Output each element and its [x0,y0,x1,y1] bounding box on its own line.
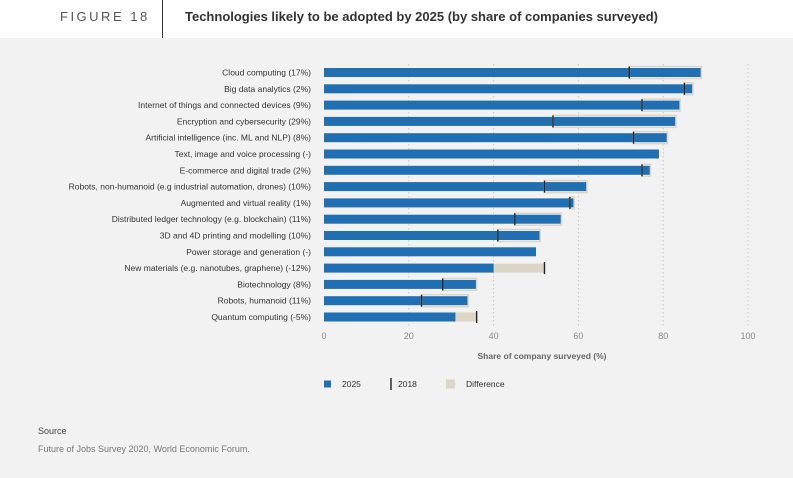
bar-chart: 0 20 40 60 80 100 Share of company surveyed (%… [69,64,756,390]
figure-number: FIGURE 18 [60,9,150,24]
category-label: Cloud computing (17%) [222,68,311,78]
bar-2025 [324,279,477,289]
x-tick-label: 40 [489,331,499,341]
category-label: Quantum computing (-5%) [211,312,311,322]
bar-2025 [324,214,562,224]
bar-2025 [324,263,494,273]
legend-label-difference: Difference [466,379,505,389]
source-text: Future of Jobs Survey 2020, World Econom… [38,444,250,454]
legend-swatch-2025 [324,380,331,388]
figure-title: Technologies likely to be adopted by 202… [185,9,658,24]
figure-header: FIGURE 18 Technologies likely to be adop… [0,0,793,38]
bar-2025 [324,198,575,208]
difference-band [455,312,477,322]
category-label: Artificial intelligence (inc. ML and NLP… [146,133,312,143]
bar-2025 [324,133,668,143]
bar-2025 [324,116,676,126]
category-label: Robots, non-humanoid (e.g industrial aut… [69,182,312,192]
legend-label-2025: 2025 [342,379,361,389]
category-label: Distributed ledger technology (e.g. bloc… [112,214,311,224]
category-label: Encryption and cybersecurity (29%) [177,116,311,126]
category-label: Augmented and virtual reality (1%) [181,198,312,208]
bar-2025 [324,149,659,159]
bar-2025 [324,296,469,306]
x-tick-label: 80 [658,331,668,341]
category-label: Internet of things and connected devices… [138,100,311,110]
bar-2025 [324,68,702,77]
category-label: Robots, humanoid (11%) [218,296,312,306]
legend-swatch-difference [446,379,455,389]
bar-2025 [324,312,456,322]
difference-band [493,263,545,273]
bar-2025 [324,165,651,175]
category-label: E-commerce and digital trade (2%) [180,165,312,175]
bar-2025 [324,100,681,110]
category-label: Power storage and generation (-) [186,247,311,257]
x-tick-label: 100 [740,331,755,341]
x-tick-label: 60 [573,331,583,341]
header-divider [162,0,163,38]
category-label: Biotechnology (8%) [237,279,311,289]
bar-2025 [324,182,587,192]
category-label: Big data analytics (2%) [224,84,311,94]
legend-label-2018: 2018 [398,379,417,389]
bar-2025 [324,247,536,257]
x-tick-label: 0 [321,331,326,341]
x-axis-title: Share of company surveyed (%) [478,351,607,361]
source-label: Source [38,426,67,436]
x-tick-label: 20 [404,331,414,341]
category-label: 3D and 4D printing and modelling (10%) [160,231,311,241]
category-label: New materials (e.g. nanotubes, graphene)… [124,263,311,273]
category-label: Text, image and voice processing (-) [174,149,311,159]
bar-2025 [324,231,541,240]
bar-2025 [324,84,693,94]
